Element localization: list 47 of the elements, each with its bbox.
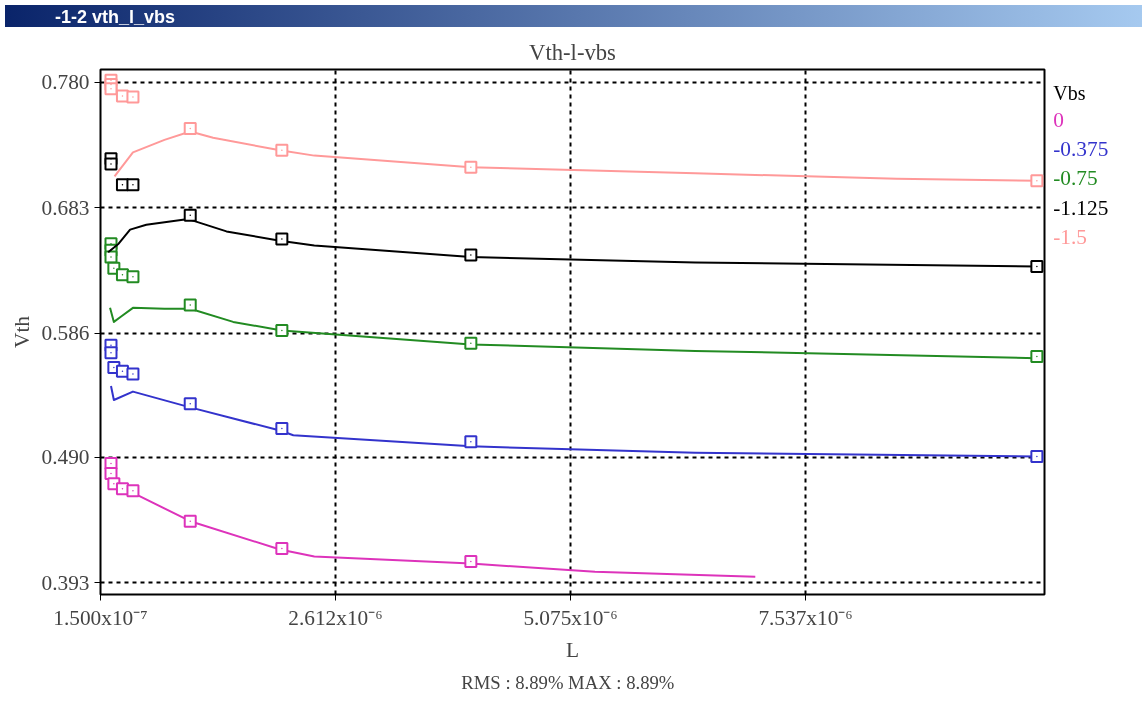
x-tick-label: 5.075x10⁻⁶: [523, 605, 618, 630]
point: [464, 248, 478, 262]
y-tick-label: 0.586: [41, 321, 90, 346]
text: -0.375: [1053, 137, 1109, 162]
text: -1.125: [1053, 195, 1109, 220]
point: [183, 514, 197, 528]
point: [275, 422, 289, 436]
point: [104, 346, 118, 360]
text: -0.75: [1053, 166, 1098, 191]
x-tick-label: 2.612x10⁻⁶: [288, 605, 383, 630]
y-tick-label: 0.780: [41, 70, 90, 95]
x-tick-label: 7.537x10⁻⁶: [758, 605, 853, 630]
text: -1.5: [1053, 225, 1087, 250]
point: [183, 298, 197, 312]
point: [464, 160, 478, 174]
y-tick-label: 0.683: [41, 195, 90, 220]
point: [183, 121, 197, 135]
text: RMS : 8.89% MAX : 8.89%: [461, 671, 675, 693]
point: [126, 270, 140, 284]
chart-subtitle: -1-2 vth_l_vbs: [55, 6, 176, 29]
point: [104, 157, 118, 171]
point: [275, 232, 289, 246]
point: [1030, 349, 1044, 363]
point: [275, 143, 289, 157]
point: [126, 178, 140, 192]
x-axis-title: L: [565, 637, 580, 662]
point: [183, 397, 197, 411]
y-tick-label: 0.490: [41, 445, 90, 470]
point: [126, 484, 140, 498]
point: [275, 541, 289, 555]
point: [1030, 259, 1044, 273]
y-axis-title: Vth: [9, 315, 34, 348]
point: [464, 555, 478, 569]
text: 0: [1053, 107, 1064, 132]
legend-title: Vbs: [1053, 81, 1086, 104]
point: [275, 323, 289, 337]
y-tick-label: 0.393: [41, 570, 90, 595]
point: [126, 90, 140, 104]
point: [464, 336, 478, 350]
point: [183, 208, 197, 222]
point: [1030, 174, 1044, 188]
point: [1030, 450, 1044, 464]
point: [104, 82, 118, 96]
x-tick-label: 1.500x10⁻⁷: [53, 605, 148, 630]
chart-title: Vth-l-vbs: [529, 39, 616, 65]
point: [464, 435, 478, 449]
point: [126, 367, 140, 381]
